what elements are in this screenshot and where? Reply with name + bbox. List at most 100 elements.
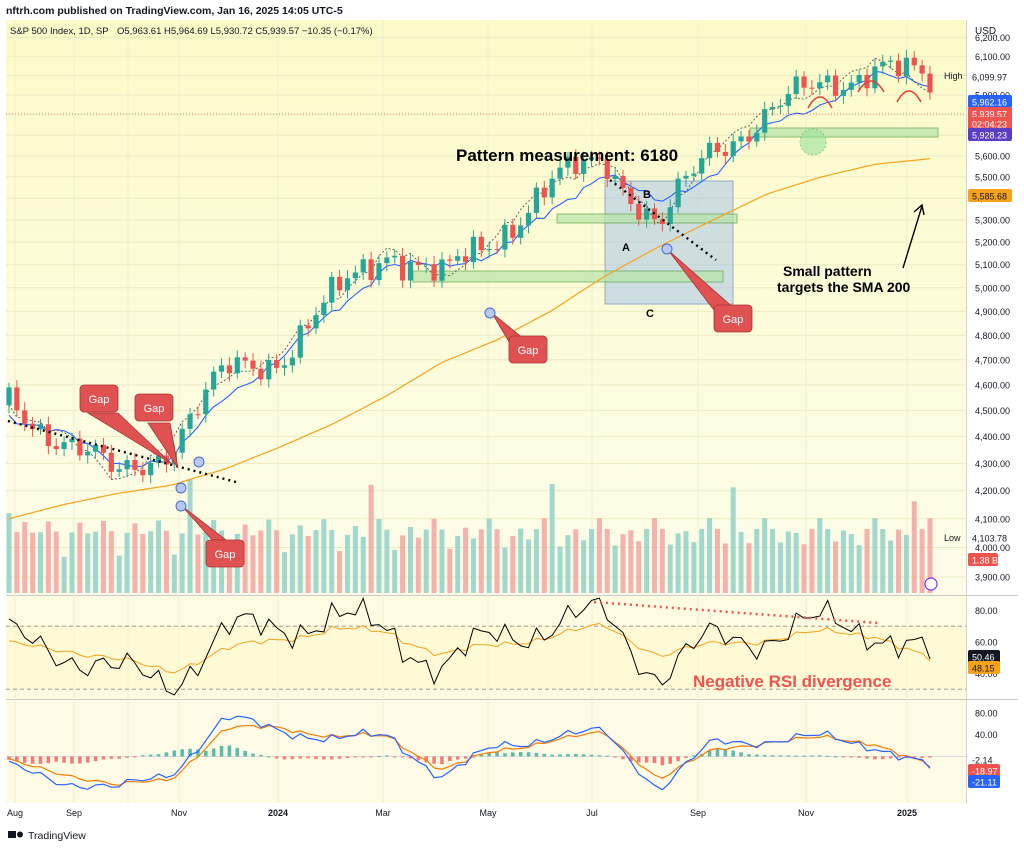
candle-body bbox=[919, 65, 925, 74]
gap-callout-pointer bbox=[147, 422, 179, 469]
volume-bar bbox=[785, 531, 791, 593]
rsi-value: 48.15 bbox=[972, 664, 995, 674]
macd-histogram-bar bbox=[479, 754, 484, 757]
volume-bar bbox=[376, 518, 382, 593]
macd-histogram-bar bbox=[243, 750, 247, 757]
volume-bar bbox=[911, 501, 917, 593]
macd-histogram-bar bbox=[219, 745, 224, 757]
macd-histogram-bar bbox=[928, 756, 932, 758]
candle-body bbox=[203, 389, 209, 415]
macd-histogram-bar bbox=[880, 756, 885, 760]
volume-bar bbox=[793, 533, 799, 593]
candle-body bbox=[801, 76, 807, 88]
candle-body bbox=[431, 264, 437, 281]
volume-bar bbox=[589, 529, 595, 593]
sma-200-value-badge bbox=[968, 189, 1012, 202]
candle-body bbox=[218, 365, 225, 372]
candle-body bbox=[376, 263, 382, 281]
volume-bar bbox=[282, 552, 288, 593]
volume-bar bbox=[108, 531, 114, 593]
point-c-label: C bbox=[646, 308, 654, 320]
volume-bar bbox=[400, 535, 406, 593]
macd-histogram-bar bbox=[920, 756, 924, 758]
currency-label[interactable]: USD bbox=[975, 26, 996, 37]
time-tick-label: Sep bbox=[690, 808, 706, 818]
macd-histogram-bar bbox=[802, 755, 806, 757]
macd-histogram-bar bbox=[558, 754, 562, 757]
candle-body bbox=[470, 236, 477, 263]
macd-histogram-bar bbox=[597, 755, 602, 757]
macd-histogram-bar bbox=[62, 756, 66, 763]
symbol-name[interactable]: S&P 500 Index, 1D, SP bbox=[10, 26, 109, 37]
volume-bar bbox=[313, 530, 319, 593]
price-tick-label: 4,700.00 bbox=[975, 355, 1010, 365]
macd-histogram-bar bbox=[912, 756, 917, 759]
candle-body bbox=[455, 256, 461, 261]
volume-bar bbox=[722, 543, 728, 593]
candle-body bbox=[541, 187, 547, 198]
candle-body bbox=[825, 75, 831, 83]
candle-body bbox=[510, 224, 516, 238]
volume-bar bbox=[833, 541, 839, 593]
macd-histogram-bar bbox=[306, 756, 310, 759]
macd-histogram-bar bbox=[54, 756, 59, 762]
macd-histogram-bar bbox=[117, 756, 122, 759]
price-tick-label: 4,100.00 bbox=[975, 514, 1010, 524]
candle-body bbox=[525, 212, 532, 226]
volume-bar bbox=[533, 529, 539, 593]
candle-body bbox=[85, 451, 91, 456]
volume-bar bbox=[116, 555, 122, 593]
volume-bar bbox=[45, 521, 51, 593]
candle-body bbox=[557, 167, 563, 179]
volume-bar bbox=[195, 534, 201, 593]
volume-bar bbox=[644, 528, 650, 593]
gap-callout-label: Gap bbox=[89, 394, 110, 406]
candle-body bbox=[612, 175, 618, 180]
rsi-band-fill bbox=[6, 626, 966, 690]
volume-bar bbox=[329, 529, 335, 593]
candle-body bbox=[628, 188, 634, 205]
volume-bar bbox=[392, 549, 398, 593]
macd-histogram-bar bbox=[534, 752, 539, 757]
time-axis: Aug Sep Nov 2024 Mar May Jul Sep Nov 2025 bbox=[7, 808, 917, 818]
volume-bar bbox=[77, 522, 83, 593]
volume-bar bbox=[289, 534, 295, 593]
price-tick-label: 5,600.00 bbox=[975, 151, 1010, 161]
price-tick-label: 4,200.00 bbox=[975, 486, 1010, 496]
macd-histogram-bar bbox=[676, 756, 680, 762]
candle-body bbox=[769, 106, 776, 110]
volume-value: 1.38 B bbox=[972, 556, 998, 566]
time-tick-label: 2024 bbox=[268, 808, 288, 818]
rsi-value: 50.46 bbox=[972, 653, 995, 663]
candle-body bbox=[478, 236, 484, 251]
candle-body bbox=[903, 57, 909, 77]
point-b-label: B bbox=[643, 189, 651, 201]
volume-bar bbox=[620, 534, 626, 593]
tradingview-logo-icon[interactable] bbox=[8, 831, 23, 838]
candle-body bbox=[762, 109, 768, 133]
macd-histogram-bar bbox=[487, 752, 491, 757]
candle-body bbox=[588, 157, 595, 160]
macd-histogram-bar bbox=[211, 748, 216, 757]
gap-callout-label: Gap bbox=[215, 549, 236, 561]
volume-bars bbox=[6, 478, 933, 593]
volume-bar bbox=[187, 478, 193, 593]
candle-body bbox=[289, 357, 295, 366]
candle-body bbox=[297, 325, 303, 358]
brand-name[interactable]: TradingView bbox=[28, 830, 86, 842]
macd-histogram-bar bbox=[794, 755, 798, 757]
candle-body bbox=[337, 276, 343, 291]
support-zone bbox=[749, 127, 939, 138]
candle-body bbox=[266, 359, 272, 380]
macd-line bbox=[8, 715, 931, 791]
candle-body bbox=[573, 156, 579, 174]
candle-body bbox=[777, 105, 784, 107]
candle-body bbox=[706, 142, 713, 159]
volume-bar bbox=[518, 528, 524, 593]
volume-bar bbox=[896, 529, 902, 593]
gap-callout-box bbox=[134, 393, 174, 422]
last-price: 5,939.57 bbox=[972, 110, 1007, 120]
gap-callout-box bbox=[713, 304, 753, 333]
price-tick-label: 4,400.00 bbox=[975, 432, 1010, 442]
